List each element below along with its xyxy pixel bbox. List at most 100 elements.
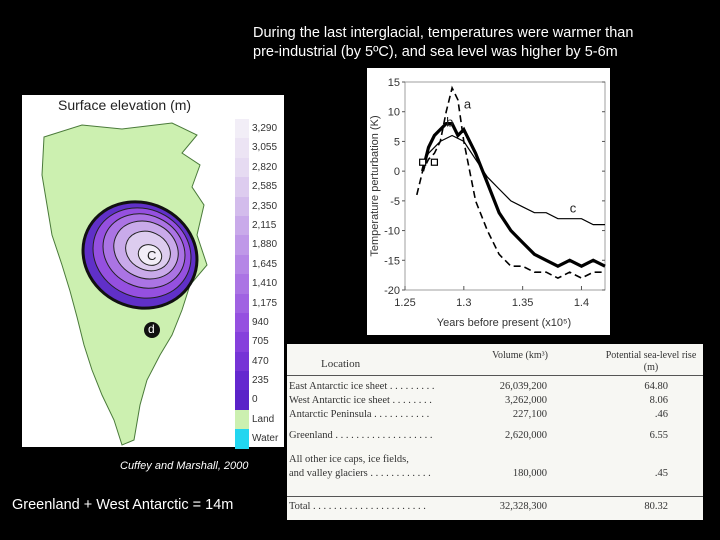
legend-swatch <box>235 138 249 158</box>
legend-swatch <box>235 254 249 275</box>
table-cell-location: East Antarctic ice sheet . . . . . . . .… <box>289 381 435 392</box>
legend-item: 2,115 <box>235 215 283 236</box>
table-cell-location: All other ice caps, ice fields, <box>289 454 409 465</box>
legend-item: 2,820 <box>235 157 283 178</box>
legend-swatch <box>235 332 249 352</box>
legend-label: 2,585 <box>252 181 278 193</box>
table-cell-volume: 3,262,000 <box>505 395 547 406</box>
y-tick-label: -15 <box>384 255 400 267</box>
ice-volume-table: Location Volume (km³) Potential sea-leve… <box>287 344 703 520</box>
legend-label: 2,820 <box>252 161 278 173</box>
series-line-c <box>422 134 605 226</box>
series-label-a: a <box>464 97 472 112</box>
legend-swatch <box>235 177 249 197</box>
series-line-a <box>416 85 605 279</box>
table-cell-rise: 6.55 <box>649 430 668 441</box>
legend-label: 2,350 <box>252 200 278 212</box>
legend-swatch <box>235 119 249 139</box>
legend-item: 2,350 <box>235 196 283 216</box>
table-cell-volume: 180,000 <box>512 468 547 479</box>
y-tick-label: -20 <box>384 285 400 297</box>
legend-label: 1,645 <box>252 258 278 270</box>
legend-swatch <box>235 157 249 178</box>
legend-item: 705 <box>235 332 283 352</box>
legend-label: Water <box>252 433 279 445</box>
plot-frame <box>404 81 606 291</box>
legend-swatch <box>235 215 249 236</box>
series-line-b <box>421 122 606 268</box>
marker-c: C <box>147 248 157 263</box>
legend-label: Land <box>252 413 275 425</box>
header-text: During the last interglacial, temperatur… <box>253 25 634 60</box>
legend-item: 235 <box>235 371 283 391</box>
legend-item: 1,645 <box>235 254 283 275</box>
legend-item: 470 <box>235 351 283 372</box>
greenland-map-graphic <box>41 122 208 446</box>
table-cell-location: West Antarctic ice sheet . . . . . . . . <box>289 395 432 406</box>
series-label-b: b <box>446 115 453 130</box>
data-point <box>430 158 439 166</box>
table-total-rule <box>287 496 703 497</box>
legend-swatch <box>235 371 249 391</box>
legend-item: Land <box>235 409 283 430</box>
table-cell-rise: .45 <box>654 468 668 479</box>
table-cell-rise: .46 <box>654 409 668 420</box>
map-title: Surface elevation (m) <box>58 97 192 113</box>
legend-swatch <box>235 293 249 313</box>
x-tick-label: 1.3 <box>456 297 471 309</box>
legend-swatch <box>235 429 249 449</box>
marker-d: d <box>148 322 155 336</box>
y-tick-label: -10 <box>384 226 400 238</box>
legend-item: 3,290 <box>235 119 283 139</box>
table-header-rule <box>287 375 703 376</box>
y-tick-label: 15 <box>388 77 400 89</box>
table-cell-location: Greenland . . . . . . . . . . . . . . . … <box>289 430 433 441</box>
legend-item: 940 <box>235 312 283 333</box>
table-header-volume: Volume (km³) <box>492 350 548 361</box>
legend-item: 2,585 <box>235 177 283 197</box>
table-cell-volume: 26,039,200 <box>499 381 547 392</box>
x-tick-label: 1.25 <box>394 297 415 309</box>
x-tick-label: 1.35 <box>512 297 533 309</box>
legend-label: 3,055 <box>252 142 278 154</box>
legend-label: 470 <box>252 355 269 367</box>
temperature-chart: 15 10 5 0 -5 -10 -15 -20 1.25 1.3 1.35 1.4 Years bef… <box>367 68 610 335</box>
table-cell-location: and valley glaciers . . . . . . . . . . … <box>289 468 431 479</box>
legend-item: 1,410 <box>235 274 283 294</box>
legend-swatch <box>235 390 249 410</box>
greenland-elevation-map: Surface elevation (m) C d 3,290 3,055 2,82… <box>22 95 284 449</box>
table-cell-rise: 64.80 <box>644 381 668 392</box>
legend-swatch <box>235 409 249 430</box>
x-axis-label: Years before present (x10⁵) <box>437 317 571 329</box>
table-cell-volume: 2,620,000 <box>505 430 547 441</box>
table-header-rise: Potential sea-level rise (m) <box>605 350 697 373</box>
table-cell-volume: 227,100 <box>512 409 547 420</box>
y-tick-label: 5 <box>394 136 400 148</box>
legend-item: 3,055 <box>235 138 283 158</box>
table-cell-location: Antarctic Peninsula . . . . . . . . . . … <box>289 409 430 420</box>
legend-label: 940 <box>252 316 269 328</box>
series-label-c: c <box>570 201 577 216</box>
y-tick-label: 10 <box>388 107 400 119</box>
legend-swatch <box>235 312 249 333</box>
legend-label: 235 <box>252 375 269 387</box>
legend-label: 1,880 <box>252 239 278 251</box>
table-cell-volume: 32,328,300 <box>499 501 547 512</box>
legend-swatch <box>235 235 249 255</box>
legend-label: 1,175 <box>252 297 278 309</box>
legend-label: 0 <box>252 394 258 406</box>
legend-item: Water <box>235 429 283 449</box>
legend-swatch <box>235 274 249 294</box>
legend-label: 1,410 <box>252 278 278 290</box>
data-point <box>419 158 427 166</box>
x-tick-label: 1.4 <box>574 297 589 309</box>
legend-item: 1,880 <box>235 235 283 255</box>
table-cell-rise: 80.32 <box>644 501 668 512</box>
table-cell-rise: 8.06 <box>649 395 668 406</box>
elevation-legend: 3,290 3,055 2,820 2,585 2,350 2,115 1,880 1,645… <box>235 119 283 449</box>
legend-item: 0 <box>235 390 283 410</box>
legend-swatch <box>235 196 249 216</box>
table-cell-location: Total . . . . . . . . . . . . . . . . . … <box>289 501 426 512</box>
y-axis-label: Temperature perturbation (K) <box>369 115 381 256</box>
